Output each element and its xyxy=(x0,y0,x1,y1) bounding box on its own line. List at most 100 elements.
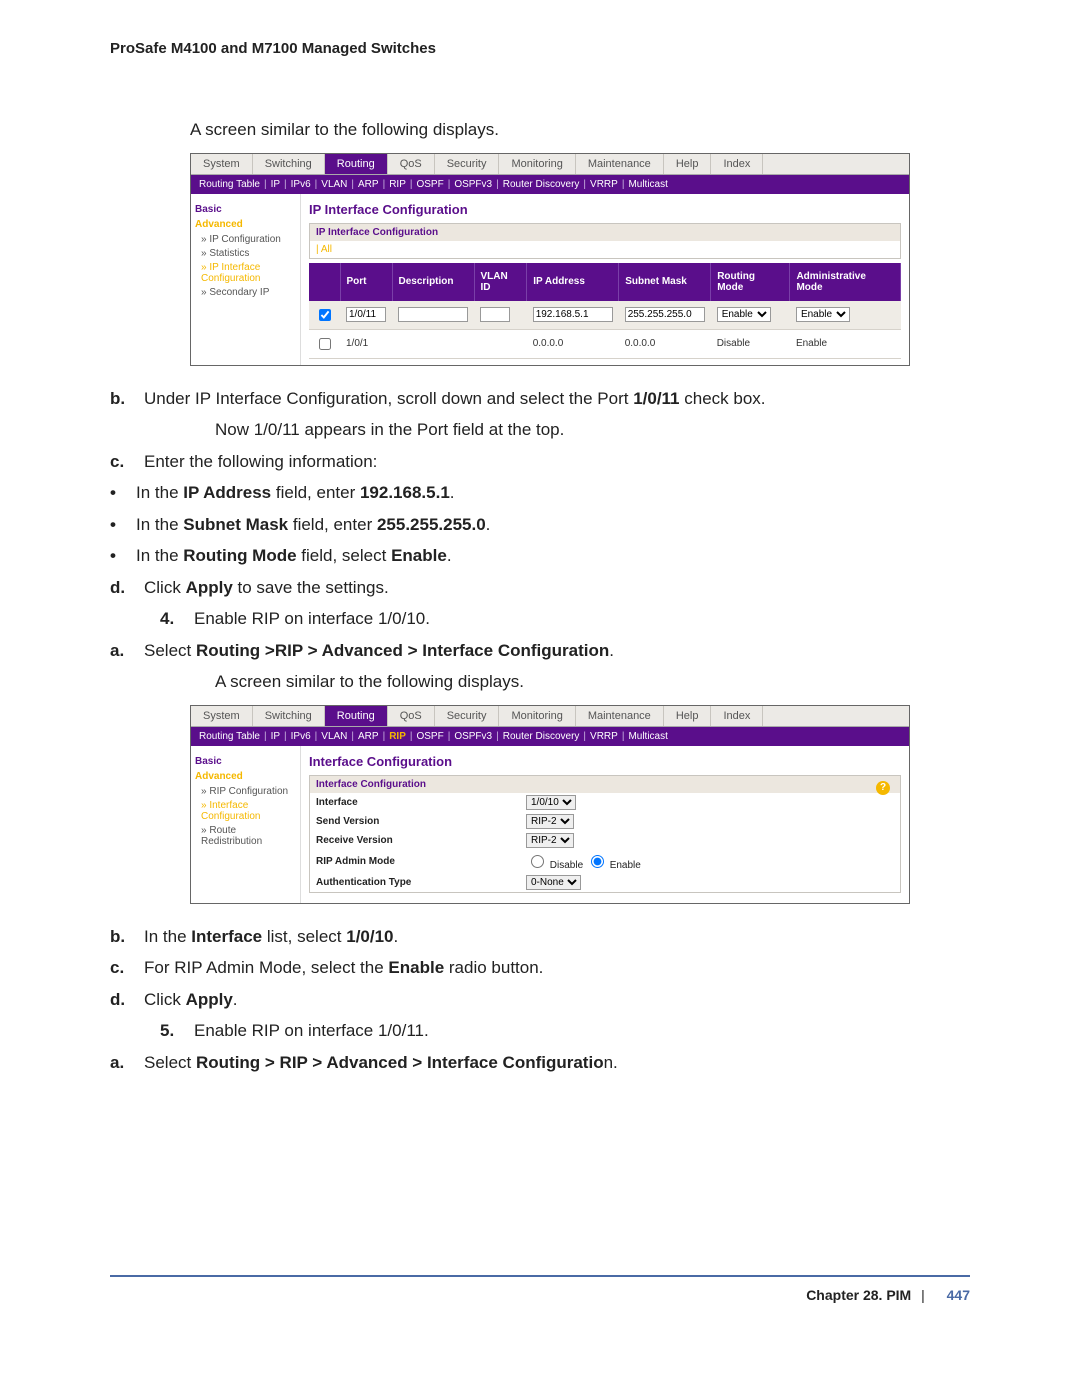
interface-select[interactable]: 1/0/10 xyxy=(526,795,576,810)
desc-input[interactable] xyxy=(398,307,468,322)
port-input[interactable] xyxy=(346,307,386,322)
tab-security[interactable]: Security xyxy=(435,154,500,174)
subnav-item-selected[interactable]: RIP xyxy=(389,731,406,742)
mask-input[interactable] xyxy=(625,307,705,322)
cell-mask: 0.0.0.0 xyxy=(619,329,711,358)
subnav-item[interactable]: Routing Table xyxy=(199,731,260,742)
col-routing: Routing Mode xyxy=(711,263,790,301)
sidebar-item[interactable]: » IP Configuration xyxy=(201,234,296,245)
subnav-item[interactable]: Multicast xyxy=(628,731,667,742)
step-label: b. xyxy=(110,386,132,412)
subnav-item[interactable]: VLAN xyxy=(321,731,347,742)
row-authtype: Authentication Type 0-None xyxy=(310,873,900,892)
tab-monitoring[interactable]: Monitoring xyxy=(499,706,575,726)
subnav-item[interactable]: VLAN xyxy=(321,179,347,190)
intro-text: A screen similar to the following displa… xyxy=(190,117,970,143)
tab-switching[interactable]: Switching xyxy=(253,154,325,174)
page-header: ProSafe M4100 and M7100 Managed Switches xyxy=(110,40,970,57)
sidebar-advanced[interactable]: Advanced xyxy=(195,771,296,782)
screenshot-rip-interface: System Switching Routing QoS Security Mo… xyxy=(190,705,910,904)
tab-security[interactable]: Security xyxy=(435,706,500,726)
tab-index[interactable]: Index xyxy=(711,154,763,174)
col-vlan: VLAN ID xyxy=(474,263,527,301)
adminmode-enable-radio[interactable] xyxy=(591,855,604,868)
step-4: 4. Enable RIP on interface 1/0/10. xyxy=(160,606,970,632)
row-interface: Interface 1/0/10 xyxy=(310,793,872,812)
bullet-routing: • In the Routing Mode field, select Enab… xyxy=(110,543,970,569)
subnav-item[interactable]: IPv6 xyxy=(291,179,311,190)
subpanel-header: IP Interface Configuration xyxy=(310,224,900,241)
recvversion-select[interactable]: RIP-2 xyxy=(526,833,574,848)
step-label: c. xyxy=(110,449,132,475)
subnav-item[interactable]: RIP xyxy=(389,179,406,190)
ip-input[interactable] xyxy=(533,307,613,322)
step-4d: d. Click Apply. xyxy=(110,987,970,1013)
sidebar-item[interactable]: » RIP Configuration xyxy=(201,786,296,797)
subnav-item[interactable]: Routing Table xyxy=(199,179,260,190)
tab-maintenance[interactable]: Maintenance xyxy=(576,706,664,726)
tab-switching[interactable]: Switching xyxy=(253,706,325,726)
filter-all[interactable]: | All xyxy=(310,241,900,258)
tab-help[interactable]: Help xyxy=(664,154,712,174)
subnav-item[interactable]: Multicast xyxy=(628,179,667,190)
cell-ip: 0.0.0.0 xyxy=(527,329,619,358)
tab-help[interactable]: Help xyxy=(664,706,712,726)
step-label: d. xyxy=(110,575,132,601)
sidebar-item[interactable]: » Statistics xyxy=(201,248,296,259)
subnav-item[interactable]: Router Discovery xyxy=(503,179,580,190)
authtype-select[interactable]: 0-None xyxy=(526,875,581,890)
subnav-item[interactable]: OSPFv3 xyxy=(454,731,492,742)
subnav-item[interactable]: Router Discovery xyxy=(503,731,580,742)
step-b: b. Under IP Interface Configuration, scr… xyxy=(110,386,970,412)
vlan-input[interactable] xyxy=(480,307,510,322)
sidebar-item[interactable]: » Secondary IP xyxy=(201,287,296,298)
subnav-item[interactable]: IP xyxy=(271,179,280,190)
tab-system[interactable]: System xyxy=(191,706,253,726)
top-tabs: System Switching Routing QoS Security Mo… xyxy=(191,706,909,727)
sidebar-basic[interactable]: Basic xyxy=(195,756,296,767)
row-checkbox[interactable] xyxy=(319,309,331,321)
subnav-item[interactable]: OSPF xyxy=(416,179,443,190)
step-label: 4. xyxy=(160,606,182,632)
row-checkbox[interactable] xyxy=(319,338,331,350)
step-label: b. xyxy=(110,924,132,950)
routing-select[interactable]: Enable xyxy=(717,307,771,322)
sidebar-item[interactable]: » Route Redistribution xyxy=(201,825,296,847)
subnav-item[interactable]: IP xyxy=(271,731,280,742)
subnav-item[interactable]: ARP xyxy=(358,179,379,190)
footer-chapter: Chapter 28. PIM xyxy=(806,1287,911,1303)
tab-qos[interactable]: QoS xyxy=(388,706,435,726)
sidebar-advanced[interactable]: Advanced xyxy=(195,219,296,230)
sendversion-select[interactable]: RIP-2 xyxy=(526,814,574,829)
step-4a: a. Select Routing >RIP > Advanced > Inte… xyxy=(110,638,970,664)
adminmode-disable-radio[interactable] xyxy=(531,855,544,868)
subnav-item[interactable]: VRRP xyxy=(590,179,618,190)
tab-index[interactable]: Index xyxy=(711,706,763,726)
tab-monitoring[interactable]: Monitoring xyxy=(499,154,575,174)
tab-routing[interactable]: Routing xyxy=(325,706,388,726)
tab-system[interactable]: System xyxy=(191,154,253,174)
subnav-item[interactable]: VRRP xyxy=(590,731,618,742)
step-5: 5. Enable RIP on interface 1/0/11. xyxy=(160,1018,970,1044)
sub-nav: Routing Table| IP| IPv6| VLAN| ARP| RIP|… xyxy=(191,175,909,194)
top-tabs: System Switching Routing QoS Security Mo… xyxy=(191,154,909,175)
admin-select[interactable]: Enable xyxy=(796,307,850,322)
step-b-note: Now 1/0/11 appears in the Port field at … xyxy=(215,417,970,443)
subnav-item[interactable]: ARP xyxy=(358,731,379,742)
tab-maintenance[interactable]: Maintenance xyxy=(576,154,664,174)
tab-routing[interactable]: Routing xyxy=(325,154,388,174)
subpanel-header: Interface Configuration ? xyxy=(310,776,900,793)
subnav-item[interactable]: OSPF xyxy=(416,731,443,742)
table-row: 1/0/1 0.0.0.0 0.0.0.0 Disable Enable xyxy=(309,329,901,358)
subnav-item[interactable]: OSPFv3 xyxy=(454,179,492,190)
help-icon[interactable]: ? xyxy=(876,781,890,795)
col-admin: Administrative Mode xyxy=(790,263,901,301)
sidebar-item-selected[interactable]: » IP Interface Configuration xyxy=(201,262,296,284)
step-4b: b. In the Interface list, select 1/0/10. xyxy=(110,924,970,950)
sidebar-basic[interactable]: Basic xyxy=(195,204,296,215)
table-input-row: Enable Enable xyxy=(309,301,901,330)
sidebar-item-selected[interactable]: » Interface Configuration xyxy=(201,800,296,822)
subnav-item[interactable]: IPv6 xyxy=(291,731,311,742)
cell-routing: Disable xyxy=(711,329,790,358)
tab-qos[interactable]: QoS xyxy=(388,154,435,174)
